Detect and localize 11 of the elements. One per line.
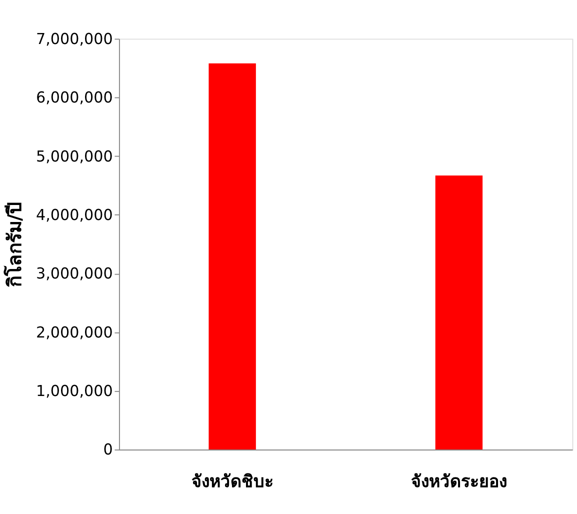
x-tick-label: จังหวัดชิบะ <box>191 472 274 492</box>
y-tick-label: 3,000,000 <box>36 264 113 283</box>
y-tick-label: 1,000,000 <box>36 382 113 400</box>
y-tick-label: 7,000,000 <box>36 30 113 48</box>
y-tick-label: 6,000,000 <box>36 88 113 107</box>
y-axis-title: กิโลกรัม/ปี <box>2 202 26 288</box>
x-tick-label: จังหวัดระยอง <box>410 472 507 492</box>
y-tick-label: 2,000,000 <box>36 323 113 342</box>
y-tick-label: 5,000,000 <box>36 147 113 166</box>
y-tick-label: 4,000,000 <box>36 206 113 224</box>
y-tick-label: 0 <box>103 440 113 459</box>
